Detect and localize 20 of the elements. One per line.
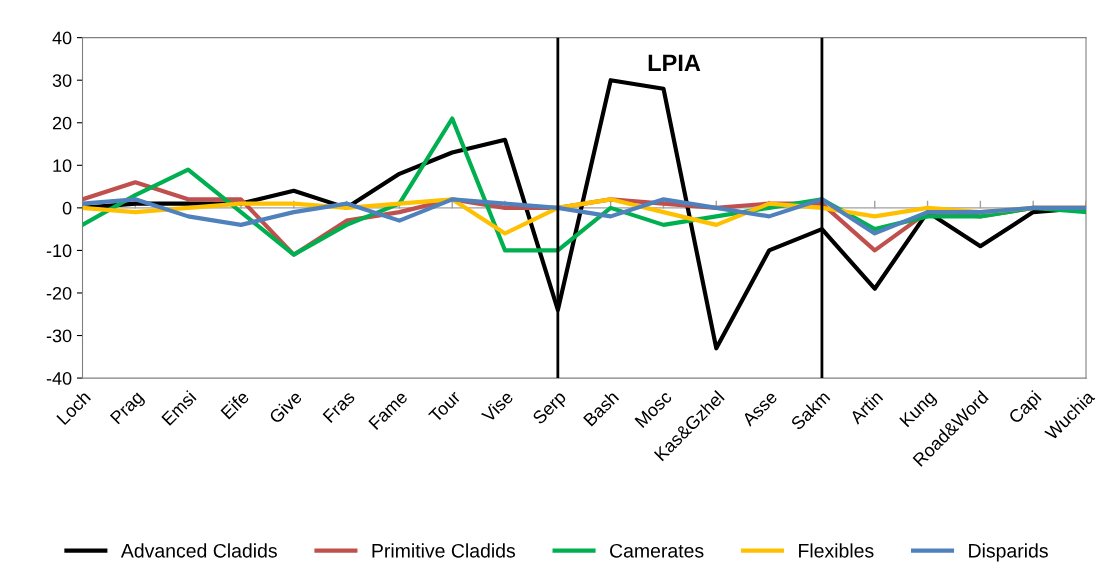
y-tick-label: -20 [46,286,72,300]
legend-label: Disparids [969,543,1048,562]
x-tick-label: Eife [220,389,250,420]
x-tick-label: Give [268,389,303,425]
y-tick-label: 10 [53,159,72,173]
y-tick-label: -30 [46,329,72,343]
y-tick-label: -10 [46,244,72,258]
y-tick-label: 30 [52,74,72,87]
y-tick-label: 20 [52,116,72,130]
x-tick-label: Tour [428,389,462,424]
annotation: LPIA [648,54,701,71]
x-tick-label: Fras [322,390,356,424]
y-tick-label: 40 [52,31,72,45]
y-tick-label: 0 [62,201,72,215]
legend-label: Advanced Cladids [120,543,277,558]
legend-label: Camerates [610,543,704,558]
legend-label: Primitive Cladids [372,543,516,558]
y-tick-label: -40 [46,372,72,385]
x-tick-label: Vise [480,389,514,424]
legend-label: Flexibles [799,543,874,558]
